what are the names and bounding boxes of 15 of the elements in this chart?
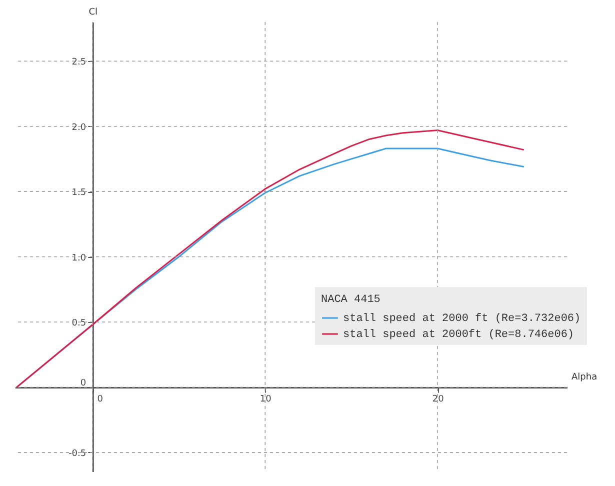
y-tick-label: 0.5	[72, 318, 86, 328]
x-tick-label: 0	[97, 394, 104, 405]
legend-label: stall speed at 2000ft (Re=8.746e06)	[343, 329, 574, 341]
legend-label: stall speed at 2000 ft (Re=3.732e06)	[343, 313, 581, 325]
y-tick-label: 1.5	[72, 188, 86, 198]
x-tick-label: 20	[432, 394, 444, 405]
legend-title: NACA 4415	[321, 294, 380, 306]
y-tick-label: 2.5	[72, 58, 86, 68]
x-axis-title: Alpha	[572, 372, 598, 383]
y-tick-label: 1.0	[72, 253, 86, 264]
y-tick-label: 0	[80, 378, 86, 389]
x-tick-label: 10	[260, 394, 272, 405]
y-tick-label: 2.0	[72, 122, 86, 133]
y-axis-title: Cl	[88, 8, 98, 18]
y-tick-label: -0.5	[68, 448, 86, 459]
